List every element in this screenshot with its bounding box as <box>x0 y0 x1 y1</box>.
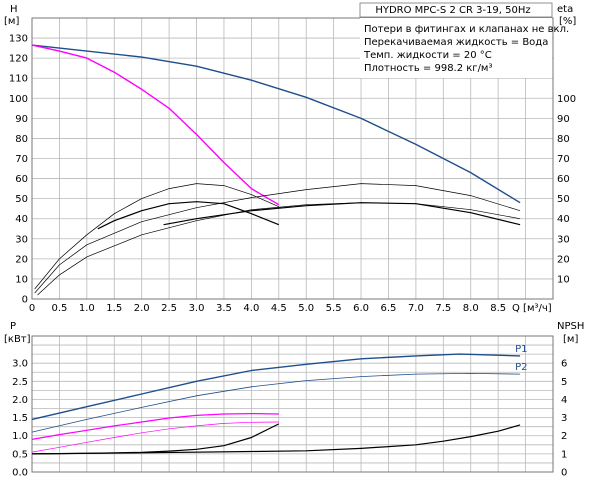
series-labels: P1 P2 <box>515 344 527 373</box>
flow-tick-label: 2.0 <box>134 303 150 314</box>
note-line: Темп. жидкости = 20 °C <box>363 50 492 61</box>
note-line: Перекачиваемая жидкость = Вода <box>364 37 548 48</box>
power-tick-label: 2.5 <box>12 377 28 388</box>
lower-series-line-6 <box>31 424 521 455</box>
lower-series-line-2 <box>31 372 521 433</box>
lower-series-line-5 <box>31 423 280 455</box>
flow-tick-label: 8.5 <box>490 303 506 314</box>
flow-tick-label: 8.0 <box>463 303 479 314</box>
power-tick-label: 0.0 <box>12 468 28 479</box>
npsh-tick-label: 2 <box>561 431 567 442</box>
lower-series-line-3 <box>31 413 279 440</box>
npsh-tick-label: 1 <box>561 449 567 460</box>
power-npsh-panel: 0.0 0.5 1.0 1.5 2.0 2.5 3.0 0 1 2 3 4 5 6 P [кВт] NPS… <box>4 321 584 479</box>
flow-tick-label: 1.0 <box>79 303 95 314</box>
lower-grid <box>31 335 554 473</box>
head-tick-label: 80 <box>15 134 28 145</box>
flow-tick-label: 4.5 <box>271 303 287 314</box>
upper-series-line-1 <box>31 44 521 204</box>
lower-tick-labels: 0.0 0.5 1.0 1.5 2.0 2.5 3.0 0 1 2 3 4 5 6 <box>12 359 567 479</box>
upper-series-line-5 <box>34 183 279 290</box>
npsh-axis-unit: [м] <box>563 334 578 345</box>
eta-tick-label: 50 <box>557 194 570 205</box>
npsh-tick-label: 3 <box>561 413 567 424</box>
eta-tick-label: 90 <box>557 114 570 125</box>
flow-tick-label: 5.0 <box>298 303 314 314</box>
head-tick-label: 10 <box>15 274 28 285</box>
note-line: Потери в фитингах и клапанах не вкл. <box>364 24 569 35</box>
chart-title: HYDRO MPC-S 2 CR 3-19, 50Hz <box>375 5 530 16</box>
head-tick-label: 60 <box>15 174 28 185</box>
flow-tick-label: 1.5 <box>106 303 122 314</box>
flow-tick-label: 7.5 <box>435 303 451 314</box>
eta-tick-label: 60 <box>557 174 570 185</box>
head-tick-label: 40 <box>15 214 28 225</box>
head-tick-label: 120 <box>9 54 28 65</box>
power-axis-unit: [кВт] <box>4 334 31 345</box>
npsh-tick-label: 5 <box>561 377 567 388</box>
lower-frame <box>31 335 554 473</box>
head-tick-label: 50 <box>15 194 28 205</box>
npsh-tick-label: 0 <box>561 468 567 479</box>
eta-tick-label: 100 <box>557 94 576 105</box>
head-tick-label: 130 <box>9 34 28 45</box>
eta-tick-label: 30 <box>557 234 570 245</box>
upper-frame <box>31 17 554 300</box>
head-tick-label: 0 <box>22 295 28 306</box>
flow-tick-label: 4.0 <box>243 303 259 314</box>
eta-tick-label: 70 <box>557 154 570 165</box>
head-axis-unit: [м] <box>4 16 19 27</box>
flow-tick-label: 6.0 <box>353 303 369 314</box>
npsh-tick-label: 6 <box>561 359 567 370</box>
eta-tick-label: 20 <box>557 254 570 265</box>
lower-series-line-4 <box>31 421 279 453</box>
head-tick-label: 20 <box>15 254 28 265</box>
head-tick-label: 70 <box>15 154 28 165</box>
power-tick-label: 2.0 <box>12 395 28 406</box>
head-tick-label: 90 <box>15 114 28 125</box>
flow-tick-label: 3.5 <box>216 303 232 314</box>
flow-tick-label: 7.0 <box>408 303 424 314</box>
upper-tick-labels: 0 10 20 30 40 50 60 70 80 90 100 110 120 130 10 20 30 40 5… <box>9 34 576 314</box>
power-tick-label: 3.0 <box>12 359 28 370</box>
notes-background <box>360 18 552 78</box>
eta-tick-label: 40 <box>557 214 570 225</box>
upper-series-line-6 <box>34 183 521 294</box>
npsh-axis-label: NPSH <box>557 321 584 332</box>
flow-tick-label: 3.0 <box>189 303 205 314</box>
head-tick-label: 110 <box>9 74 28 85</box>
head-efficiency-panel: 0 10 20 30 40 50 60 70 80 90 100 110 120 130 10 20 30 40 5… <box>4 2 576 314</box>
upper-series-line-4 <box>163 202 521 226</box>
title-box <box>359 2 553 18</box>
chart-notes: Потери в фитингах и клапанах не вкл. Пере… <box>363 24 569 74</box>
eta-tick-label: 80 <box>557 134 570 145</box>
eta-tick-label: 10 <box>557 274 570 285</box>
flow-tick-label: 0 <box>29 303 35 314</box>
flow-tick-label: 5.5 <box>326 303 342 314</box>
flow-tick-label: 6.5 <box>381 303 397 314</box>
flow-tick-label: 2.5 <box>161 303 177 314</box>
head-tick-label: 100 <box>9 94 28 105</box>
lower-series <box>31 353 521 455</box>
eta-axis-label: eta <box>557 4 573 15</box>
lower-series-line-1 <box>31 353 521 421</box>
power-tick-label: 0.5 <box>12 449 28 460</box>
upper-series-line-7 <box>37 202 521 296</box>
power-tick-label: 1.0 <box>12 431 28 442</box>
note-line: Плотность = 998.2 кг/м³ <box>364 63 493 74</box>
npsh-tick-label: 4 <box>561 395 567 406</box>
head-tick-label: 30 <box>15 234 28 245</box>
upper-series <box>31 44 521 296</box>
series-label-p2: P2 <box>515 362 527 373</box>
power-axis-label: P <box>10 321 16 332</box>
eta-axis-unit: [%] <box>559 16 576 27</box>
series-label-p1: P1 <box>515 344 527 355</box>
power-tick-label: 1.5 <box>12 413 28 424</box>
upper-series-line-2 <box>31 44 280 206</box>
head-axis-label: H <box>10 4 18 15</box>
flow-axis-label: Q [м³/ч] <box>512 303 552 314</box>
upper-series-line-3 <box>97 201 280 230</box>
flow-tick-label: 0.5 <box>51 303 67 314</box>
